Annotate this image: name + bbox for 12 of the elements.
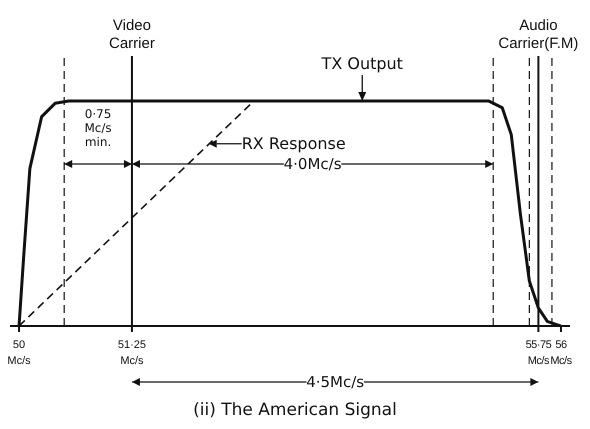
- x-tick-label: 50 Mc/s: [7, 339, 32, 367]
- annotation: RX Response: [242, 134, 346, 153]
- annotation: 0·75 Mc/s min.: [84, 107, 112, 149]
- x-tick-label: 56 Mc/s: [550, 339, 573, 367]
- annotation: TX Output: [320, 54, 403, 73]
- text: 4·5Mc/s: [306, 373, 364, 391]
- ref-line-label: Audio Carrier(F.M): [498, 17, 578, 52]
- text: (ii) The American Signal: [192, 400, 398, 420]
- annotation: 4·0Mc/s: [284, 155, 342, 173]
- x-tick-label: 51·25 Mc/s: [118, 339, 146, 367]
- x-tick-label: 55·75 Mc/s: [526, 339, 552, 367]
- ref-line-label: Video Carrier: [109, 17, 155, 52]
